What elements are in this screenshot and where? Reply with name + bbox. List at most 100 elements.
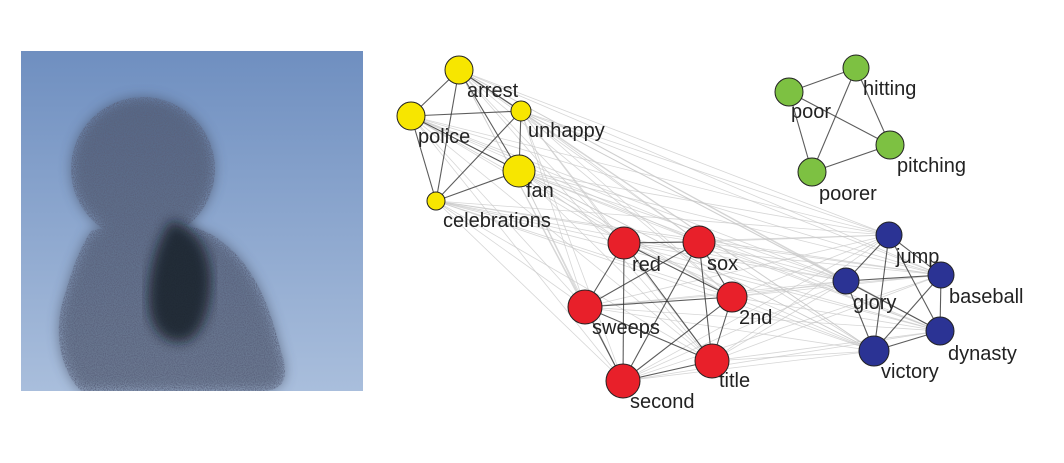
edge-second-glory (622, 280, 847, 382)
edge-baseball-victory (873, 274, 942, 352)
label-poor: poor (791, 101, 831, 123)
inter-cluster-edges (410, 69, 942, 382)
edge-sox-glory (698, 241, 847, 282)
edge-2nd-victory (731, 296, 875, 352)
edge-celebrations-dynasty (435, 200, 941, 332)
edge-red-baseball (623, 242, 942, 276)
label-sweeps: sweeps (592, 317, 660, 339)
node-pitching (875, 130, 905, 160)
edge-red-2nd (623, 242, 733, 298)
edge-police-jump (410, 115, 890, 236)
edge-police-fan (410, 115, 520, 172)
edge-red-glory (623, 242, 847, 282)
edge-celebrations-sweeps (435, 200, 586, 308)
edge-sweeps-title (584, 306, 713, 362)
edge-sweeps-2nd (584, 296, 733, 308)
edge-jump-victory (873, 234, 890, 352)
label-arrest: arrest (467, 80, 519, 102)
edge-hitting-poorer (811, 67, 857, 173)
edge-celebrations-red (435, 200, 625, 244)
edge-unhappy-jump (520, 110, 890, 236)
edge-celebrations-title (435, 200, 713, 362)
label-second: second (630, 391, 695, 413)
edge-sweeps-victory (584, 306, 875, 352)
edge-second-baseball (622, 274, 942, 382)
node-glory (832, 267, 860, 295)
edge-title-baseball (711, 274, 942, 362)
node-fan (502, 154, 536, 188)
edge-arrest-celebrations (435, 69, 460, 202)
edge-jump-dynasty (888, 234, 941, 332)
edge-arrest-baseball (458, 69, 942, 276)
label-victory: victory (881, 361, 939, 383)
label-celebrations: celebrations (443, 210, 551, 232)
edge-police-second (410, 115, 624, 382)
node-second (605, 363, 641, 399)
label-baseball: baseball (949, 286, 1024, 308)
edge-sox-title (698, 241, 713, 362)
edge-sweeps-glory (584, 280, 847, 308)
label-red: red (632, 254, 661, 276)
node-poor (774, 77, 804, 107)
edge-unhappy-second (520, 110, 624, 382)
label-glory: glory (853, 292, 896, 314)
node-sweeps (567, 289, 603, 325)
edge-celebrations-second (435, 200, 624, 382)
edge-unhappy-sweeps (520, 110, 586, 308)
edge-second-dynasty (622, 330, 941, 382)
label-hitting: hitting (863, 78, 916, 100)
edge-sox-victory (698, 241, 875, 352)
edge-celebrations-glory (435, 200, 847, 282)
edge-sweeps-baseball (584, 274, 942, 308)
edge-arrest-dynasty (458, 69, 941, 332)
node-police (396, 101, 426, 131)
edge-police-sweeps (410, 115, 586, 308)
edge-fan-sox (518, 170, 700, 243)
edge-fan-red (518, 170, 625, 244)
node-red (607, 226, 641, 260)
edge-celebrations-victory (435, 200, 875, 352)
node-victory (858, 335, 890, 367)
graph-labels: arrest unhappy police fan celebrations hittin… (418, 78, 1024, 413)
edge-fan-title (518, 170, 713, 362)
node-unhappy (510, 100, 532, 122)
edge-celebrations-jump (435, 200, 890, 236)
edge-arrest-sox (458, 69, 700, 243)
edge-arrest-2nd (458, 69, 733, 298)
edge-glory-baseball (845, 274, 942, 282)
edge-fan-victory (518, 170, 875, 352)
edge-2nd-jump (731, 234, 890, 298)
node-baseball (927, 261, 955, 289)
edge-arrest-fan (458, 69, 520, 172)
edge-sox-dynasty (698, 241, 941, 332)
edge-police-baseball (410, 115, 942, 276)
edge-fan-glory (518, 170, 847, 282)
edge-red-second (622, 242, 625, 382)
node-dynasty (925, 316, 955, 346)
edge-police-title (410, 115, 713, 362)
edge-arrest-jump (458, 69, 890, 236)
edge-red-title (623, 242, 713, 362)
label-poorer: poorer (819, 183, 877, 205)
label-police: police (418, 126, 470, 148)
edge-sox-baseball (698, 241, 942, 276)
edge-2nd-second (622, 296, 733, 382)
node-2nd (716, 281, 748, 313)
label-sox: sox (707, 253, 738, 275)
label-jump: jump (895, 246, 939, 268)
edge-arrest-red (458, 69, 625, 244)
label-title: title (719, 370, 750, 392)
starling-murmuration-photo (21, 51, 363, 391)
edge-fan-dynasty (518, 170, 941, 332)
node-sox (682, 225, 716, 259)
label-unhappy: unhappy (528, 120, 605, 142)
label-fan: fan (526, 180, 554, 202)
edge-second-jump (622, 234, 890, 382)
edge-title-glory (711, 280, 847, 362)
murmuration-flock (58, 97, 285, 391)
edge-fan-jump (518, 170, 890, 236)
word-network-graph: arrest unhappy police fan celebrations hittin… (396, 54, 1024, 413)
node-hitting (842, 54, 870, 82)
edge-celebrations-2nd (435, 200, 733, 298)
graph-nodes (396, 54, 955, 399)
